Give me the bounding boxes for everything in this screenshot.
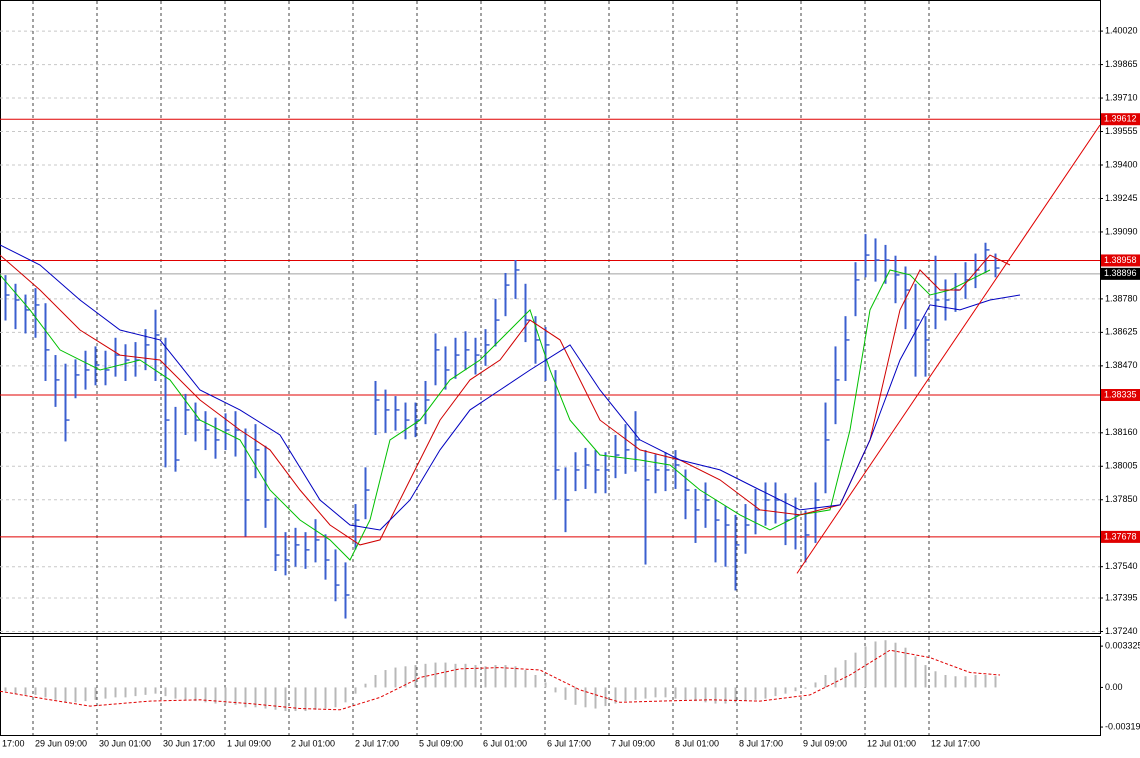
moving-average <box>0 254 1011 546</box>
level-label-box <box>1101 113 1140 126</box>
y-tick-label: 1.38780 <box>1105 293 1138 303</box>
y-tick-label: 1.39245 <box>1105 193 1138 203</box>
level-label-box <box>1101 389 1140 402</box>
y-tick-label: 1.39710 <box>1105 92 1138 102</box>
x-tick-label: 30 Jun 17:00 <box>163 738 215 748</box>
macd-panel <box>0 636 1101 736</box>
x-tick-label: 30 Jun 01:00 <box>99 738 151 748</box>
x-tick-label: 1 Jul 09:00 <box>227 738 271 748</box>
current-price-label: 1.38896 <box>1104 268 1137 278</box>
current-price-box <box>1101 267 1140 280</box>
trendline <box>796 124 1101 574</box>
x-tick-label: 5 Jul 09:00 <box>419 738 463 748</box>
level-label: 1.38335 <box>1104 389 1137 399</box>
y-tick-label: 1.39865 <box>1105 59 1138 69</box>
x-tick-label: 8 Jul 17:00 <box>739 738 783 748</box>
y-tick-label: 1.38470 <box>1105 360 1138 370</box>
level-label: 1.37678 <box>1104 531 1137 541</box>
level-label: 1.39612 <box>1104 114 1137 124</box>
y-tick-label: 1.39090 <box>1105 226 1138 236</box>
main-panel <box>0 0 1101 634</box>
y-tick-label: 1.38625 <box>1105 327 1138 337</box>
y-tick-label: 1.40020 <box>1105 25 1138 35</box>
x-tick-label: 9 Jul 09:00 <box>803 738 847 748</box>
y-tick-label: 1.39555 <box>1105 126 1138 136</box>
x-tick-label: 2 Jul 17:00 <box>355 738 399 748</box>
y-tick-label: 1.37240 <box>1105 626 1138 636</box>
x-tick-label: 12 Jul 17:00 <box>931 738 980 748</box>
moving-average <box>0 244 1021 531</box>
y-tick-label: 1.37540 <box>1105 561 1138 571</box>
x-tick-label: 12 Jul 01:00 <box>867 738 916 748</box>
level-label-box <box>1101 254 1140 267</box>
x-tick-label: 6 Jul 01:00 <box>483 738 527 748</box>
moving-average <box>0 269 991 561</box>
y-tick-label: 1.37395 <box>1105 592 1138 602</box>
x-tick-label: 2 Jul 01:00 <box>291 738 335 748</box>
level-label: 1.38958 <box>1104 255 1137 265</box>
y-tick-label: 1.39400 <box>1105 159 1138 169</box>
y-tick-label: 0.00 <box>1105 682 1123 692</box>
y-tick-label: 1.38160 <box>1105 427 1138 437</box>
y-tick-label: 0.003325 <box>1105 641 1140 651</box>
level-label-box <box>1101 530 1140 543</box>
x-tick-label: 7 Jul 09:00 <box>611 738 655 748</box>
x-tick-label: 6 Jul 17:00 <box>547 738 591 748</box>
y-tick-label: -0.00319 <box>1105 721 1140 731</box>
x-tick-label: 8 Jul 01:00 <box>675 738 719 748</box>
y-tick-label: 1.37850 <box>1105 494 1138 504</box>
x-tick-label: 17:00 <box>2 738 25 748</box>
y-tick-label: 1.38005 <box>1105 461 1138 471</box>
x-tick-label: 29 Jun 09:00 <box>35 738 87 748</box>
